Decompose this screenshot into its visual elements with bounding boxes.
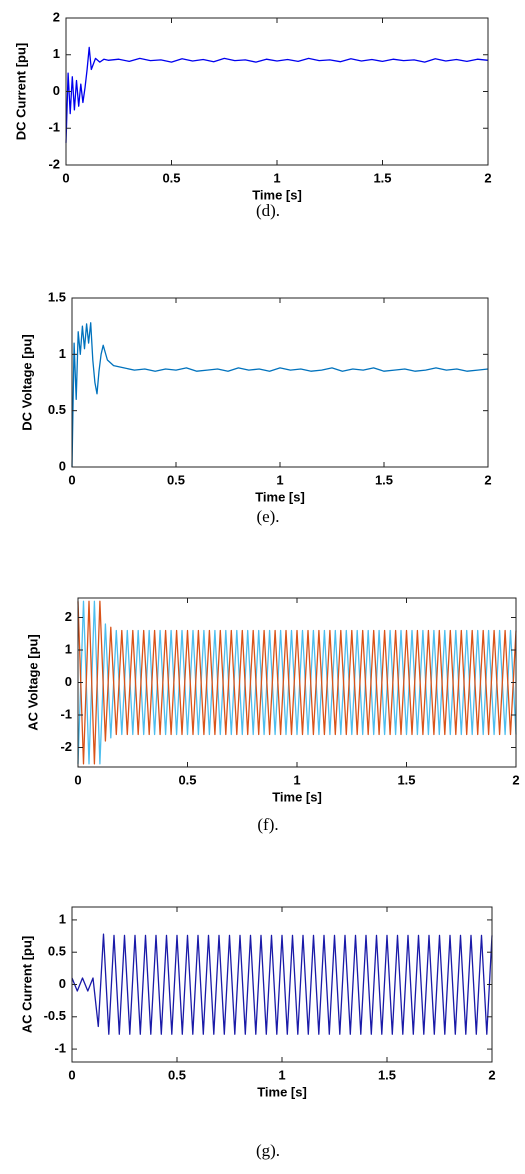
x-axis-label: Time [s]	[272, 789, 322, 804]
x-tick-label: 1.5	[378, 1067, 396, 1082]
x-tick-label: 0.5	[167, 472, 185, 487]
y-tick-label: -0.5	[44, 1008, 66, 1023]
caption: (f).	[257, 815, 278, 834]
x-tick-label: 1	[278, 1067, 285, 1082]
plot-frame	[71, 906, 493, 1063]
y-axis-label: AC Current [pu]	[19, 936, 34, 1034]
y-tick-label: 0	[53, 83, 60, 98]
x-tick-label: 0	[74, 772, 81, 787]
x-tick-label: 2	[484, 472, 491, 487]
x-tick-label: 1	[293, 772, 300, 787]
line	[65, 46, 489, 143]
x-tick-label: 0.5	[168, 1067, 186, 1082]
y-tick-label: -1	[48, 120, 60, 135]
y-axis-label: DC Current [pu]	[13, 43, 28, 141]
plot-frame	[65, 17, 489, 166]
y-tick-label: 0.5	[48, 402, 66, 417]
plot-frame	[71, 297, 489, 468]
x-tick-label: 2	[488, 1067, 495, 1082]
y-tick-label: -1	[60, 706, 72, 721]
y-tick-label: 1.5	[48, 289, 66, 304]
line	[77, 600, 517, 765]
y-tick-label: -2	[60, 739, 72, 754]
y-tick-label: 2	[53, 9, 60, 24]
y-tick-label: -1	[54, 1041, 66, 1056]
x-tick-label: 2	[484, 170, 491, 185]
x-tick-label: 1.5	[375, 472, 393, 487]
y-tick-label: 1	[59, 911, 66, 926]
x-tick-label: 1.5	[397, 772, 415, 787]
y-tick-label: 2	[65, 609, 72, 624]
y-tick-label: 0	[65, 674, 72, 689]
y-axis-label: DC Voltage [pu]	[19, 334, 34, 431]
x-axis-label: Time [s]	[252, 187, 302, 202]
y-tick-label: 1	[65, 641, 72, 656]
y-tick-label: 1	[53, 46, 60, 61]
y-tick-label: 1	[59, 346, 66, 361]
x-tick-label: 1	[273, 170, 280, 185]
y-axis-label: AC Voltage [pu]	[25, 634, 40, 731]
x-tick-label: 0.5	[162, 170, 180, 185]
x-axis-label: Time [s]	[255, 489, 305, 504]
x-tick-label: 0	[68, 472, 75, 487]
y-tick-label: 0	[59, 976, 66, 991]
y-tick-label: -2	[48, 156, 60, 171]
plot-frame	[77, 597, 517, 768]
caption: (e).	[256, 507, 279, 526]
line	[71, 322, 489, 468]
x-tick-label: 1.5	[373, 170, 391, 185]
line	[71, 933, 493, 1035]
x-tick-label: 1	[276, 472, 283, 487]
y-tick-label: 0.5	[48, 944, 66, 959]
caption: (g).	[256, 1141, 280, 1160]
x-tick-label: 2	[512, 772, 519, 787]
x-tick-label: 0	[62, 170, 69, 185]
caption: (d).	[256, 201, 280, 220]
x-axis-label: Time [s]	[257, 1084, 307, 1099]
x-tick-label: 0.5	[178, 772, 196, 787]
y-tick-label: 0	[59, 458, 66, 473]
x-tick-label: 0	[68, 1067, 75, 1082]
line	[77, 600, 517, 765]
